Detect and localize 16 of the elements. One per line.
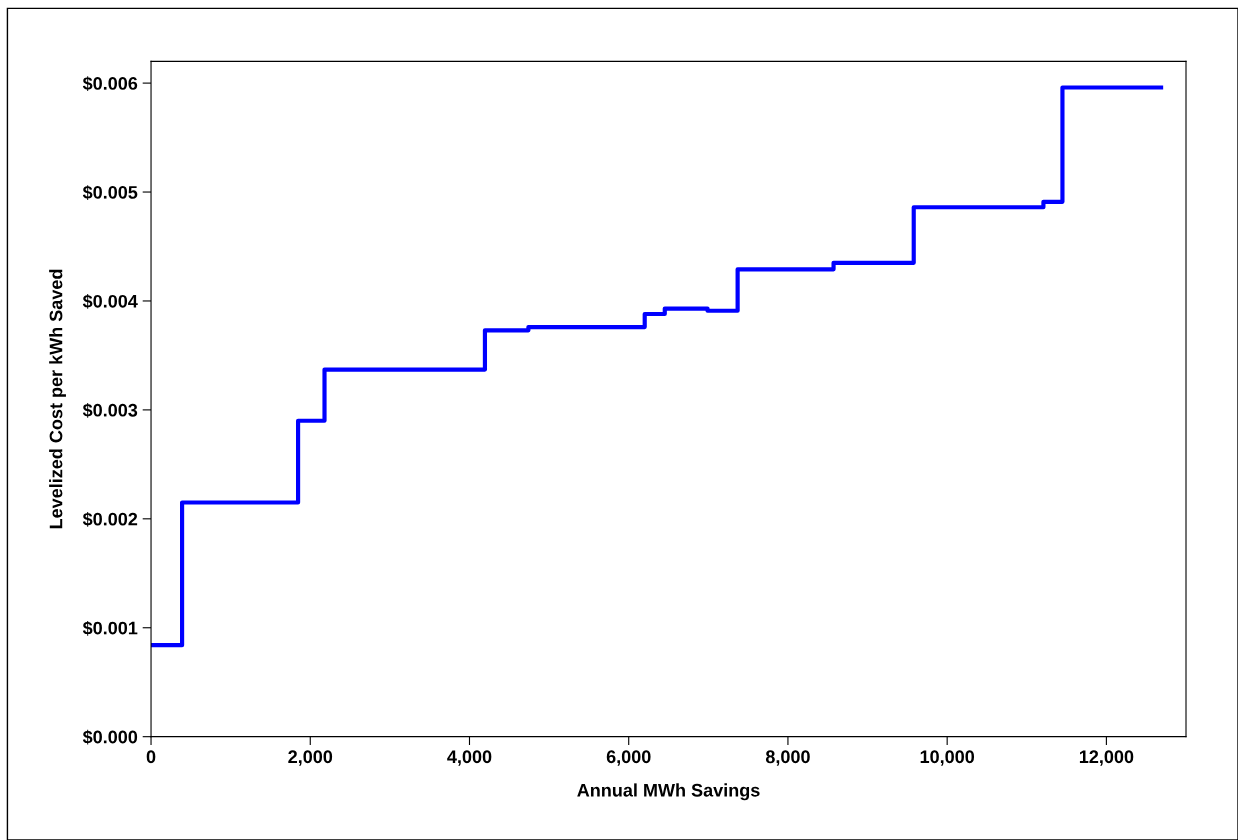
x-tick-label: 4,000 <box>447 750 492 766</box>
x-tick-label: 10,000 <box>920 750 975 766</box>
y-tick-label: $0.003 <box>82 403 138 418</box>
x-tick-label: 6,000 <box>606 750 651 766</box>
x-tick-label: 8,000 <box>765 750 810 766</box>
y-tick-label: $0.006 <box>82 76 138 91</box>
x-axis-title: Annual MWh Savings <box>577 783 760 801</box>
y-tick-label: $0.002 <box>82 511 138 527</box>
y-tick-label: $0.005 <box>82 185 138 200</box>
y-tick-label: $0.004 <box>82 294 138 309</box>
y-axis-title: Levelized Cost per kWh Saved <box>49 269 66 529</box>
x-tick-label: 0 <box>146 750 156 764</box>
x-tick-label: 12,000 <box>1079 750 1134 766</box>
y-tick-label: $0.000 <box>82 729 138 745</box>
y-tick-label: $0.001 <box>82 620 138 636</box>
x-tick-label: 2,000 <box>288 750 333 766</box>
